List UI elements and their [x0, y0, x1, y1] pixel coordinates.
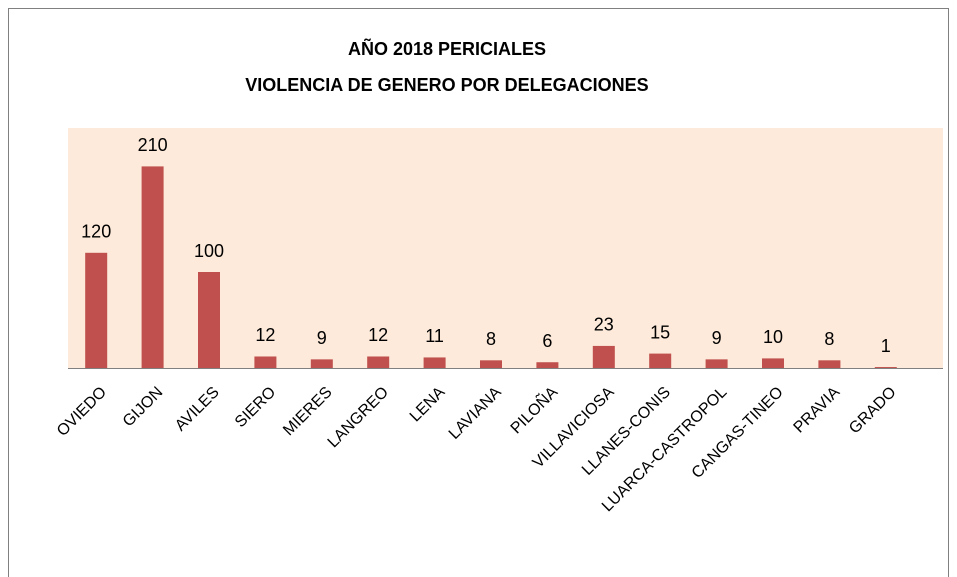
bar — [480, 360, 502, 368]
value-label: 1 — [881, 336, 891, 356]
value-label: 210 — [138, 135, 168, 155]
chart-subtitle: VIOLENCIA DE GENERO POR DELEGACIONES — [245, 75, 648, 95]
value-label: 11 — [425, 326, 444, 346]
value-label: 8 — [824, 329, 834, 349]
value-label: 6 — [542, 331, 552, 351]
bar — [705, 359, 728, 368]
value-label: 9 — [317, 328, 327, 348]
value-label: 12 — [368, 325, 388, 345]
value-label: 120 — [81, 222, 111, 242]
bar — [85, 252, 108, 368]
bar — [367, 356, 390, 368]
value-label: 9 — [712, 328, 722, 348]
bar — [254, 356, 277, 368]
bar — [198, 272, 220, 368]
value-label: 8 — [486, 329, 496, 349]
bar — [874, 367, 897, 368]
bar — [592, 345, 615, 368]
chart-title: AÑO 2018 PERICIALES — [348, 38, 546, 59]
value-label: 23 — [594, 315, 614, 335]
value-label: 15 — [650, 322, 670, 342]
bar — [649, 353, 672, 368]
bar — [423, 357, 446, 368]
bar — [141, 166, 164, 368]
bar — [818, 360, 841, 368]
value-label: 10 — [763, 327, 783, 347]
bar — [536, 362, 559, 368]
value-label: 12 — [255, 325, 275, 345]
bar — [762, 358, 784, 368]
bar — [310, 359, 333, 368]
value-label: 100 — [194, 241, 224, 261]
